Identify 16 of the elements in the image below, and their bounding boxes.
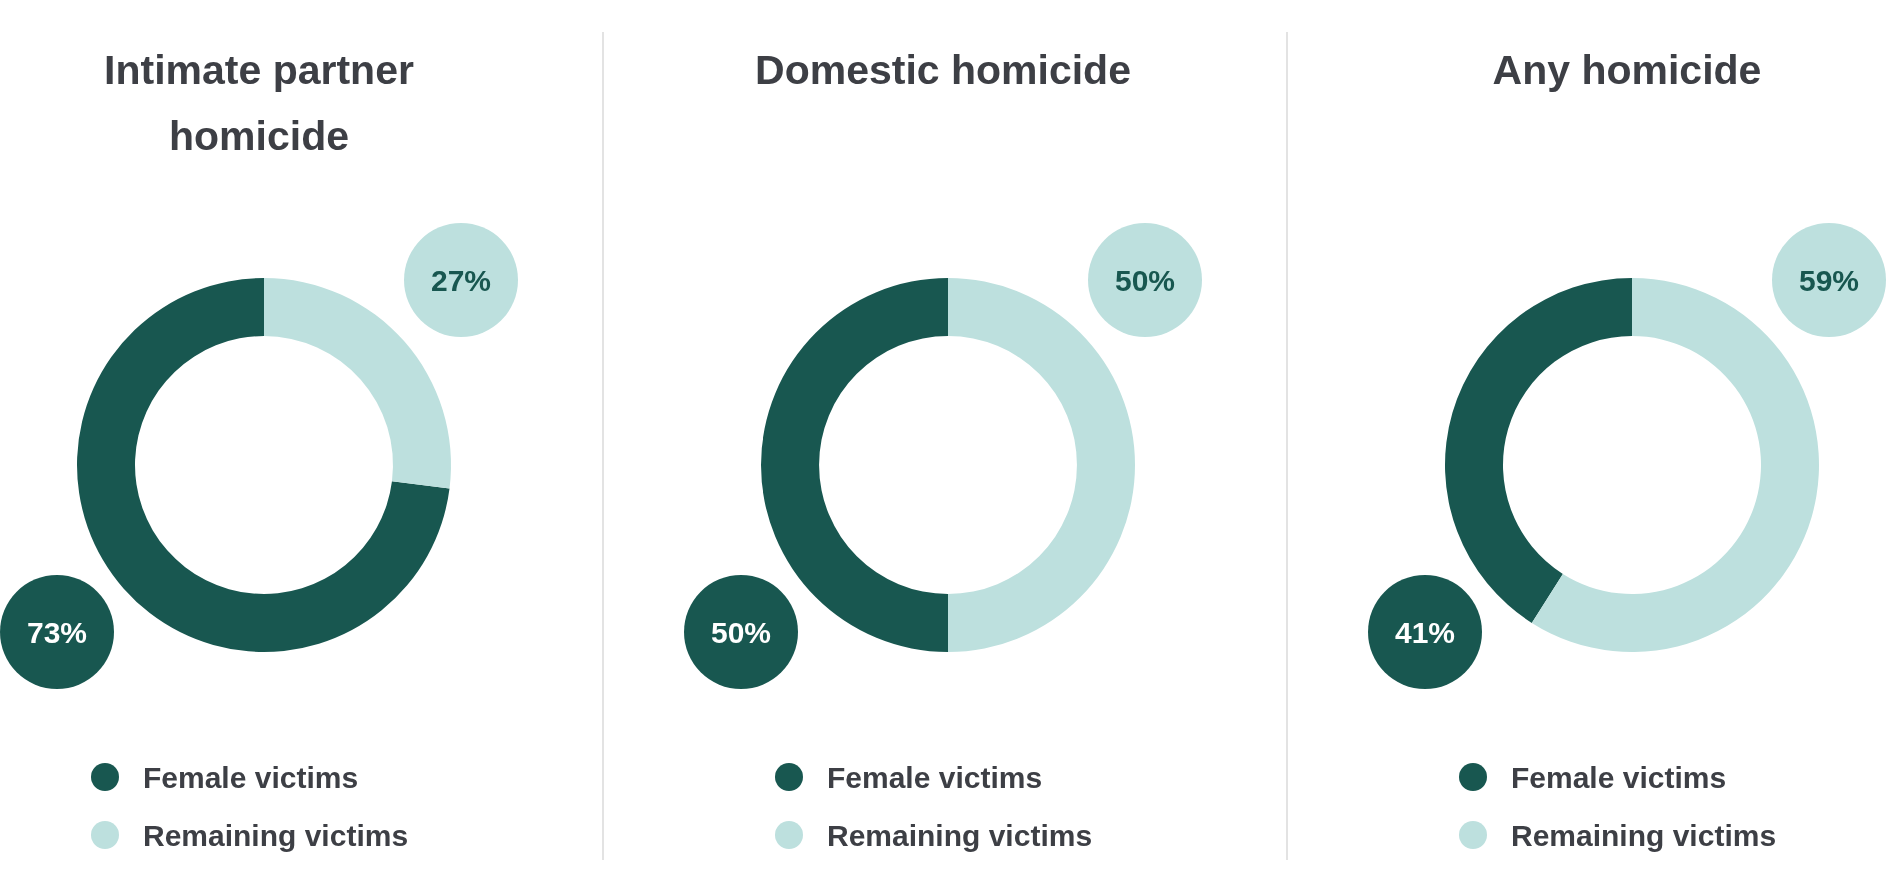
data-label: 50%	[710, 615, 772, 649]
chart-title: Intimate partner homicide	[104, 47, 414, 159]
legend-label: Remaining victims	[827, 818, 1093, 852]
legend-label: Female victims	[143, 760, 359, 794]
data-label: 41%	[1394, 615, 1456, 649]
data-label: 50%	[1114, 263, 1176, 297]
legend-label: Female victims	[827, 760, 1043, 794]
chart-title: Domestic homicide	[755, 47, 1131, 93]
data-label: 59%	[1798, 263, 1860, 297]
data-label: 27%	[430, 263, 492, 297]
legend-label: Female victims	[1511, 760, 1727, 794]
donut-slice	[1445, 278, 1632, 623]
chart-title: Any homicide	[1492, 47, 1762, 93]
legend-label: Remaining victims	[1511, 818, 1777, 852]
data-label: 73%	[26, 615, 88, 649]
legend-label: Remaining victims	[143, 818, 409, 852]
